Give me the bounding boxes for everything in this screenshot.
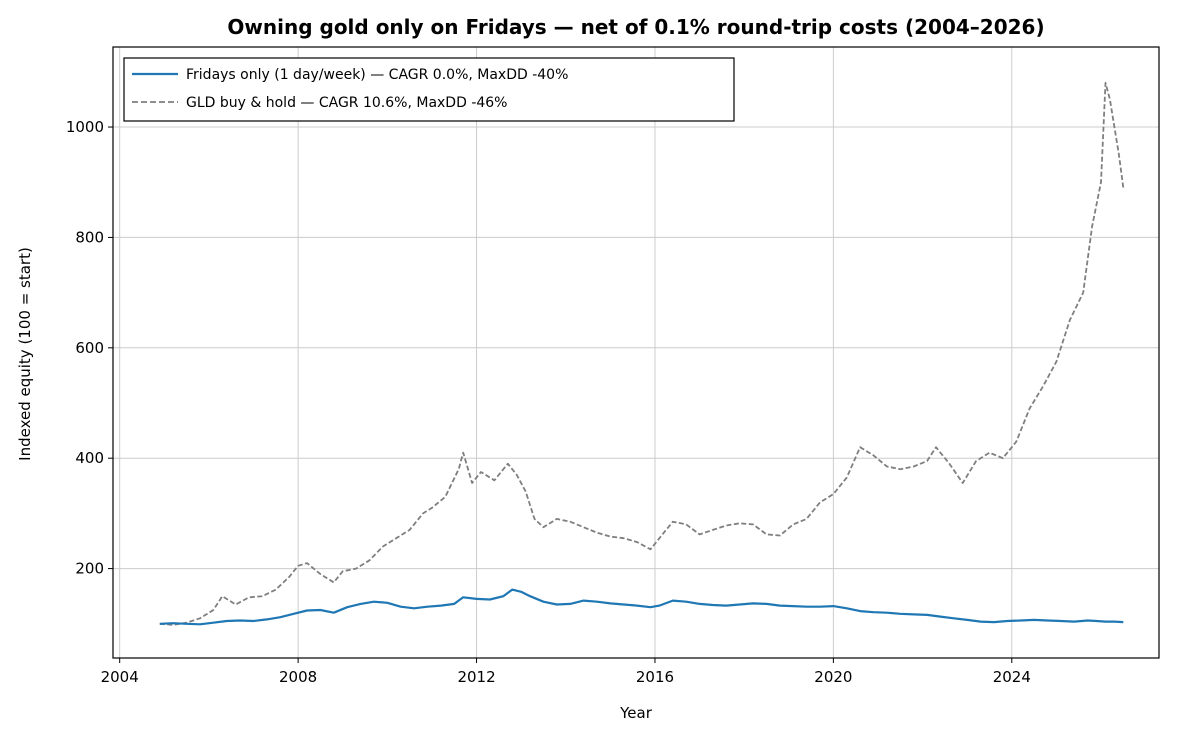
legend-label-gld: GLD buy & hold — CAGR 10.6%, MaxDD -46% (186, 95, 508, 111)
y-tick-label: 200 (75, 560, 104, 578)
y-tick-label: 1000 (66, 118, 104, 136)
chart-title: Owning gold only on Fridays — net of 0.1… (227, 15, 1044, 39)
plot-area-frame (112, 46, 1160, 659)
x-tick-label: 2008 (279, 668, 317, 686)
y-tick-label: 600 (75, 339, 104, 357)
x-tick-label: 2012 (457, 668, 495, 686)
x-tick-label: 2004 (101, 668, 139, 686)
legend: Fridays only (1 day/week) — CAGR 0.0%, M… (123, 57, 735, 122)
y-axis-label: Indexed equity (100 = start) (16, 247, 34, 461)
axis-ticks: 2004 2008 2012 2016 2020 2024 200 400 600 800 1000 (66, 118, 1031, 686)
gridlines (113, 47, 1159, 658)
y-tick-label: 400 (75, 449, 104, 467)
legend-frame (123, 57, 735, 122)
series-line-gld (159, 82, 1125, 626)
series-line-fridays (159, 588, 1124, 626)
x-tick-label: 2016 (636, 668, 674, 686)
y-tick-label: 800 (75, 228, 104, 246)
x-tick-label: 2020 (814, 668, 852, 686)
legend-label-fridays: Fridays only (1 day/week) — CAGR 0.0%, M… (186, 67, 568, 83)
series-lines (159, 82, 1125, 626)
x-tick-label: 2024 (993, 668, 1031, 686)
x-axis-label: Year (619, 704, 653, 722)
